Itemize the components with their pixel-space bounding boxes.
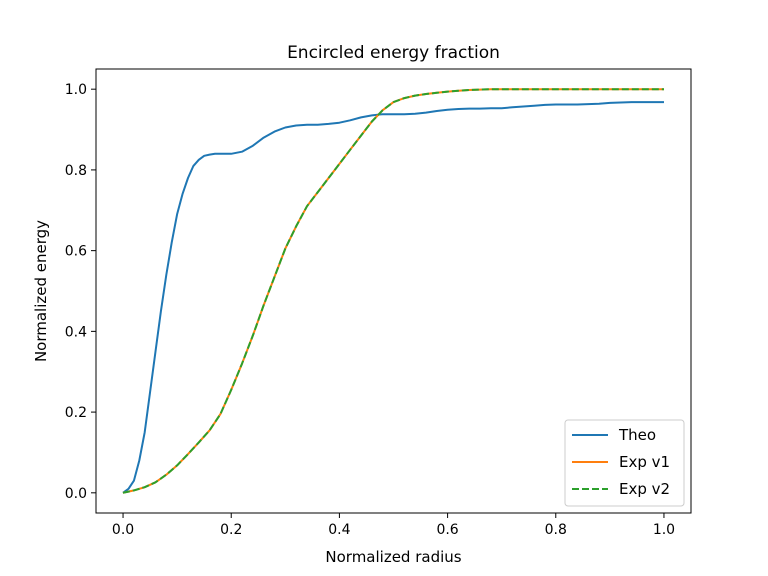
x-tick-label: 1.0 bbox=[653, 522, 675, 538]
y-tick-label: 1.0 bbox=[65, 82, 87, 98]
legend-label: Theo bbox=[618, 426, 656, 444]
x-axis-label: Normalized radius bbox=[325, 548, 461, 566]
legend: Theo Exp v1 Exp v2 bbox=[564, 419, 685, 507]
x-tick-label: 0.8 bbox=[545, 522, 567, 538]
chart-title: Encircled energy fraction bbox=[287, 43, 500, 63]
x-axis: 0.0 0.2 0.4 0.6 0.8 1.0 bbox=[112, 513, 675, 538]
y-tick-label: 0.0 bbox=[65, 486, 87, 502]
plot-frame bbox=[95, 68, 692, 514]
legend-frame bbox=[564, 419, 685, 507]
legend-items: Theo Exp v1 Exp v2 bbox=[572, 426, 670, 498]
y-axis-label: Normalized energy bbox=[32, 220, 50, 362]
plot-area bbox=[95, 68, 692, 514]
legend-label: Exp v1 bbox=[619, 453, 670, 471]
y-tick-label: 0.2 bbox=[65, 405, 87, 421]
x-tick-label: 0.2 bbox=[220, 522, 242, 538]
series-layer bbox=[122, 88, 664, 494]
series-line-exp-v2 bbox=[122, 88, 664, 494]
y-tick-label: 0.6 bbox=[65, 244, 87, 260]
y-tick-label: 0.4 bbox=[65, 324, 87, 340]
series-line-theo bbox=[122, 101, 664, 494]
y-tick-label: 0.8 bbox=[65, 163, 87, 179]
x-tick-label: 0.6 bbox=[436, 522, 458, 538]
legend-label: Exp v2 bbox=[619, 480, 670, 498]
y-axis: 0.0 0.2 0.4 0.6 0.8 1.0 bbox=[65, 82, 96, 502]
x-tick-label: 0.0 bbox=[112, 522, 134, 538]
x-tick-label: 0.4 bbox=[328, 522, 350, 538]
